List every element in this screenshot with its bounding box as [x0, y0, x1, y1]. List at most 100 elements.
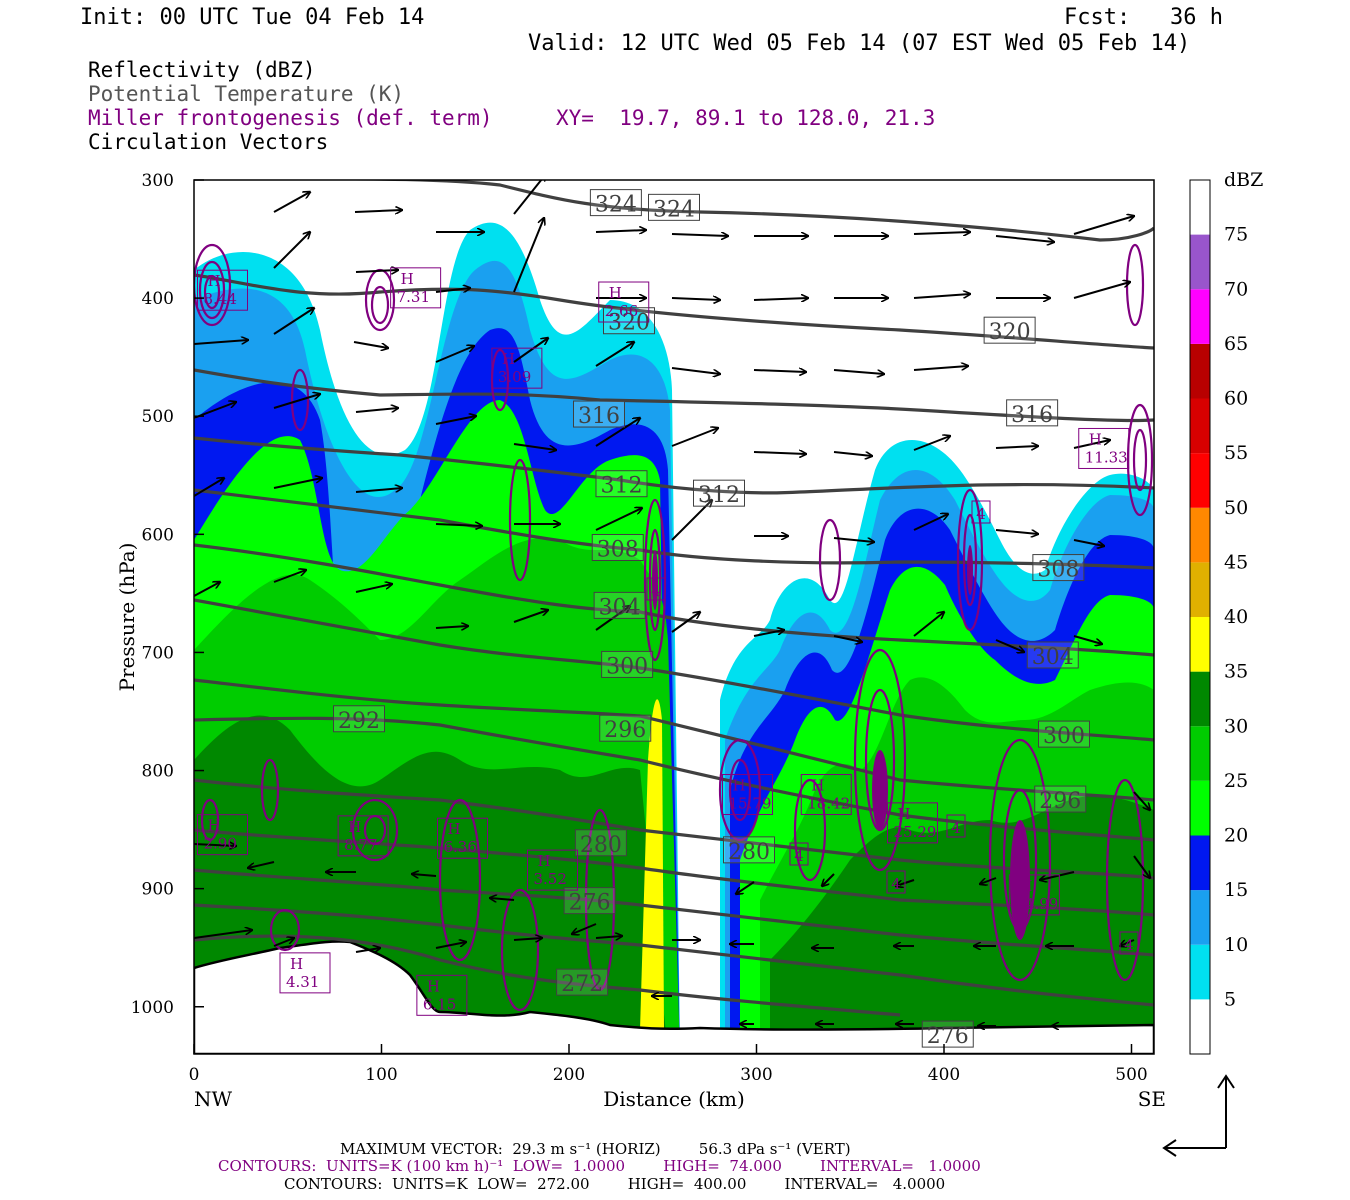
circulation-vector: [513, 218, 544, 293]
frontogenesis-cell: [956, 488, 984, 632]
frontogenesis-max-box: [722, 774, 773, 816]
theta-contour-296: [194, 678, 1154, 802]
theta-label-box: [333, 705, 385, 733]
theta-label: 304: [599, 595, 641, 620]
circulation-vector: [355, 488, 402, 493]
theta-labels: 324 324 320 320 316 316 312 312 308 308 304 304 300 3…: [333, 189, 1090, 1049]
circulation-vector: [412, 874, 437, 876]
circulation-vector: [194, 340, 248, 345]
circulation-vector: [1133, 855, 1150, 878]
circulation-vector: [1073, 635, 1102, 644]
frontogenesis-cell: [988, 738, 1052, 982]
frontogenesis-cell: [269, 908, 301, 952]
frontogenesis-cell: [260, 758, 280, 822]
theta-contour-324: [223, 180, 1154, 242]
circulation-vector: [1133, 791, 1150, 810]
colorbar-label: 10: [1224, 934, 1248, 956]
circulation-vector: [353, 341, 388, 348]
legend-reflectivity: Reflectivity (dBZ): [88, 58, 316, 82]
colorbar-swatch-45: [1190, 507, 1210, 563]
circulation-vector: [435, 416, 476, 425]
y-tick-label: 300: [142, 171, 174, 191]
frontogenesis-max-value: 3.09: [498, 368, 531, 386]
colorbar-outline: [1189, 179, 1211, 1055]
frontogenesis-cell: [584, 808, 616, 992]
frontogenesis-small-box: [886, 870, 906, 894]
frontogenesis-max-box: [598, 281, 650, 323]
frontogenesis-max-value: 6.36: [444, 838, 477, 856]
frontogenesis-cell: [508, 458, 532, 582]
colorbar-label: 70: [1224, 278, 1248, 300]
circulation-vector: [490, 898, 515, 900]
frontogenesis-max-marker: H: [502, 350, 515, 368]
circulation-vector: [833, 635, 862, 642]
theta-label-box: [723, 836, 775, 864]
theta-label-box: [574, 829, 627, 857]
theta-label: 292: [338, 709, 380, 734]
frontogenesis-max-box: [197, 814, 248, 856]
frontogenesis-max-value: 2.66: [605, 302, 638, 320]
theta-label: 324: [595, 193, 637, 218]
theta-label: 276: [927, 1024, 969, 1049]
frontogenesis-max-value: 3.52: [534, 870, 567, 888]
frontogenesis-small-label: 4: [1124, 936, 1134, 954]
circulation-vector: [1073, 216, 1134, 235]
theta-contour-292: [194, 716, 1154, 842]
terrain-mask: [194, 940, 1154, 1054]
circulation-vector: [273, 192, 310, 213]
circulation-vector: [995, 235, 1054, 242]
forecast-hour: Fcst: 36 h: [1064, 5, 1223, 30]
colorbar-title: dBZ: [1224, 169, 1263, 191]
frontogenesis-max-marker: H: [427, 977, 440, 995]
theta-label-box: [599, 714, 652, 742]
frontogenesis-max-marker: H: [1089, 430, 1102, 448]
circulation-vector: [753, 298, 808, 300]
frontogenesis-cell: [290, 368, 310, 432]
frontogenesis-cell: [962, 513, 978, 607]
y-tick-label: 900: [142, 880, 174, 900]
frontogenesis-max-marker: H: [208, 817, 221, 835]
frontogenesis-cell: [793, 778, 827, 882]
frontogenesis-cell: [200, 798, 220, 842]
theta-label-box: [595, 470, 648, 498]
frontogenesis-max-marker: H: [401, 270, 414, 288]
circulation-vector: [194, 402, 236, 419]
circulation-vector: [995, 639, 1024, 652]
frontogenesis-max-marker: H: [1019, 877, 1032, 895]
theta-contour-308: [194, 488, 1154, 570]
theta-contour-288: [194, 778, 1154, 880]
frontogenesis-small-box: [646, 577, 666, 601]
circulation-vector: [355, 584, 392, 593]
frontogenesis-max-value: 18.42: [807, 795, 850, 813]
frontogenesis-intense: [652, 545, 1030, 940]
circulation-vector: [595, 342, 634, 367]
theta-label: 296: [604, 718, 646, 743]
frontogenesis-small-label: 4: [651, 582, 661, 600]
legend-theta: Potential Temperature (K): [88, 82, 405, 106]
circulation-vector: [671, 234, 728, 236]
theta-label-box: [983, 316, 1036, 344]
theta-label-box: [693, 479, 745, 507]
y-tick-label: 1000: [131, 998, 174, 1018]
theta-label: 276: [569, 891, 611, 916]
theta-label-box: [648, 193, 700, 221]
theta-label: 320: [989, 320, 1031, 345]
circulation-vector: [913, 366, 968, 371]
colorbar-label: 25: [1224, 770, 1248, 792]
x-end-right-label: SE: [1138, 1087, 1166, 1111]
frontogenesis-cell: [351, 798, 399, 862]
vector-key-horizontal-arrow: [1162, 1139, 1226, 1157]
x-tick-label: 400: [928, 1065, 960, 1085]
colorbar: 5 10 15 20 25 30 35 40 45 50 55 60 65 70 75 dBZ: [1189, 169, 1263, 1055]
x-axis-label: Distance (km): [603, 1087, 745, 1111]
y-tick-label: 800: [142, 762, 174, 782]
circulation-vector: [248, 861, 275, 868]
frontogenesis-cell: [1126, 403, 1154, 517]
circulation-vector: [355, 270, 398, 272]
frontogenesis-max-value: 6.15: [423, 995, 456, 1013]
colorbar-label: 15: [1224, 879, 1248, 901]
circulation-vector: [513, 610, 548, 623]
colorbar-label: 45: [1224, 551, 1248, 573]
circulation-vector: [913, 514, 948, 531]
